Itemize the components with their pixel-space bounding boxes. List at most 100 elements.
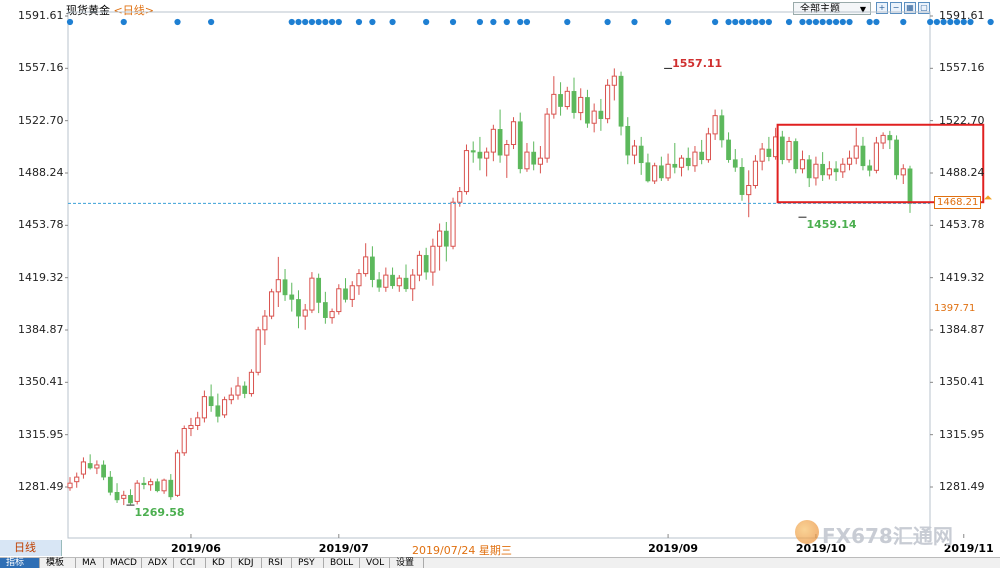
indicator-tab[interactable]: KDJ — [232, 558, 262, 568]
candle-body-up — [309, 277, 315, 311]
candle-body-up — [652, 165, 658, 182]
y-tick-label-left: 1419.32 — [18, 270, 64, 284]
signal-dot — [812, 18, 820, 26]
crosshair-date: 2019/07/24 星期三 — [412, 544, 512, 557]
signal-dot — [664, 18, 672, 26]
indicator-tab[interactable]: ADX — [142, 558, 174, 568]
signal-dot — [712, 18, 719, 26]
indicator-tab[interactable]: BOLL — [324, 558, 360, 568]
candle-body-down — [343, 288, 348, 300]
y-tick-label-left: 1522.70 — [18, 113, 64, 127]
y-tick-label-right: 1281.49 — [939, 480, 985, 493]
candle-body-down — [806, 159, 812, 179]
price-marker-icon — [984, 195, 992, 200]
range-box — [776, 123, 985, 204]
candle-body-up — [551, 93, 557, 115]
candle-body-up — [900, 168, 906, 176]
candle-body-down — [316, 277, 322, 303]
y-tick-label-right: 1557.16 — [939, 61, 985, 75]
candle-body-down — [658, 165, 664, 179]
grid-icon[interactable]: ▦ — [904, 2, 916, 14]
signal-dot — [987, 18, 994, 26]
candle-body-down — [403, 277, 409, 290]
candle-body-up — [363, 256, 369, 275]
candle-body-up — [631, 145, 638, 156]
signal-dot — [295, 18, 302, 26]
candle-body-up — [544, 113, 550, 159]
high-price-label: 1557.11 — [672, 57, 723, 71]
signal-dot — [933, 18, 940, 26]
indicator-tab[interactable]: 模板 — [40, 558, 76, 568]
zoom-in-icon[interactable]: + — [876, 2, 888, 14]
signal-dot — [288, 18, 295, 26]
watermark: FX678汇通网 — [822, 524, 953, 548]
signal-dot — [308, 18, 316, 26]
candle-body-down — [907, 168, 913, 204]
candle-body-up — [746, 185, 752, 196]
indicator-tab[interactable]: RSI — [262, 558, 292, 568]
candle-body-down — [887, 135, 893, 141]
y-tick-label-left: 1315.95 — [18, 427, 64, 441]
window-icon[interactable]: ▢ — [918, 2, 930, 14]
candle-body-up — [873, 142, 879, 171]
instrument-name: 现货黄金 — [66, 4, 110, 17]
candle-body-down — [793, 141, 799, 170]
candle-body-up — [255, 329, 261, 373]
candle-body-down — [282, 279, 288, 296]
chart-title: 现货黄金 <日线> — [66, 2, 154, 17]
candle-body-down — [531, 151, 537, 165]
candle-body-up — [221, 399, 228, 416]
indicator-tab[interactable]: MA — [76, 558, 104, 568]
indicator-tab[interactable]: PSY — [292, 558, 324, 568]
candle-body-up — [430, 245, 436, 273]
signal-dot — [900, 18, 907, 26]
candle-body-down — [242, 385, 248, 394]
zoom-out-icon[interactable]: − — [890, 2, 902, 14]
indicator-tab[interactable]: KD — [206, 558, 232, 568]
signal-dot — [322, 18, 329, 26]
signal-dot — [799, 18, 806, 26]
candle-body-down — [732, 159, 738, 168]
candle-body-up — [437, 230, 443, 247]
signal-dot — [564, 18, 571, 26]
indicator-tab[interactable]: CCI — [174, 558, 206, 568]
candle-body-up — [826, 168, 832, 176]
signal-dot — [785, 18, 793, 26]
candle-body-up — [537, 157, 543, 165]
x-tick-label: 2019/07 — [318, 542, 369, 555]
candle-body-up — [840, 163, 846, 173]
y-tick-label-left: 1384.87 — [18, 322, 64, 336]
candle-body-up — [181, 428, 187, 454]
right-price-tag: 1397.71 — [934, 303, 976, 315]
candle-body-down — [443, 230, 449, 247]
candle-body-up — [484, 151, 490, 159]
indicator-tab[interactable]: VOL — [360, 558, 390, 568]
period-tab[interactable]: 日线 — [0, 540, 62, 556]
timeframe-label[interactable]: <日线> — [113, 4, 154, 17]
candle-body-up — [846, 157, 853, 165]
candle-body-up — [195, 417, 201, 426]
candle-body-up — [336, 288, 342, 313]
y-tick-label-right: 1591.61 — [939, 9, 985, 22]
signal-dot — [490, 18, 497, 26]
y-tick-label-left: 1488.24 — [18, 165, 64, 179]
y-tick-label-right: 1522.70 — [939, 113, 985, 127]
indicator-tab[interactable]: MACD — [104, 558, 142, 568]
candle-body-down — [154, 481, 160, 492]
candle-body-down — [215, 405, 221, 417]
signal-dot — [738, 18, 746, 26]
signal-dot — [759, 18, 766, 26]
candle-body-up — [410, 274, 416, 290]
signal-dot — [335, 18, 342, 26]
candle-body-down — [618, 75, 624, 127]
candle-body-up — [74, 476, 80, 483]
candle-body-up — [235, 385, 241, 396]
candle-body-up — [813, 163, 819, 179]
candle-body-up — [161, 479, 167, 492]
candle-body-up — [269, 291, 275, 317]
indicator-tabs: 指标 模板 MA MACD ADX CCI KD KDJ RSI PSY BOLL VOL 设置 — [0, 557, 1000, 568]
indicator-tab[interactable]: 设置 — [390, 558, 424, 568]
indicator-tab[interactable]: 指标 — [0, 558, 40, 568]
